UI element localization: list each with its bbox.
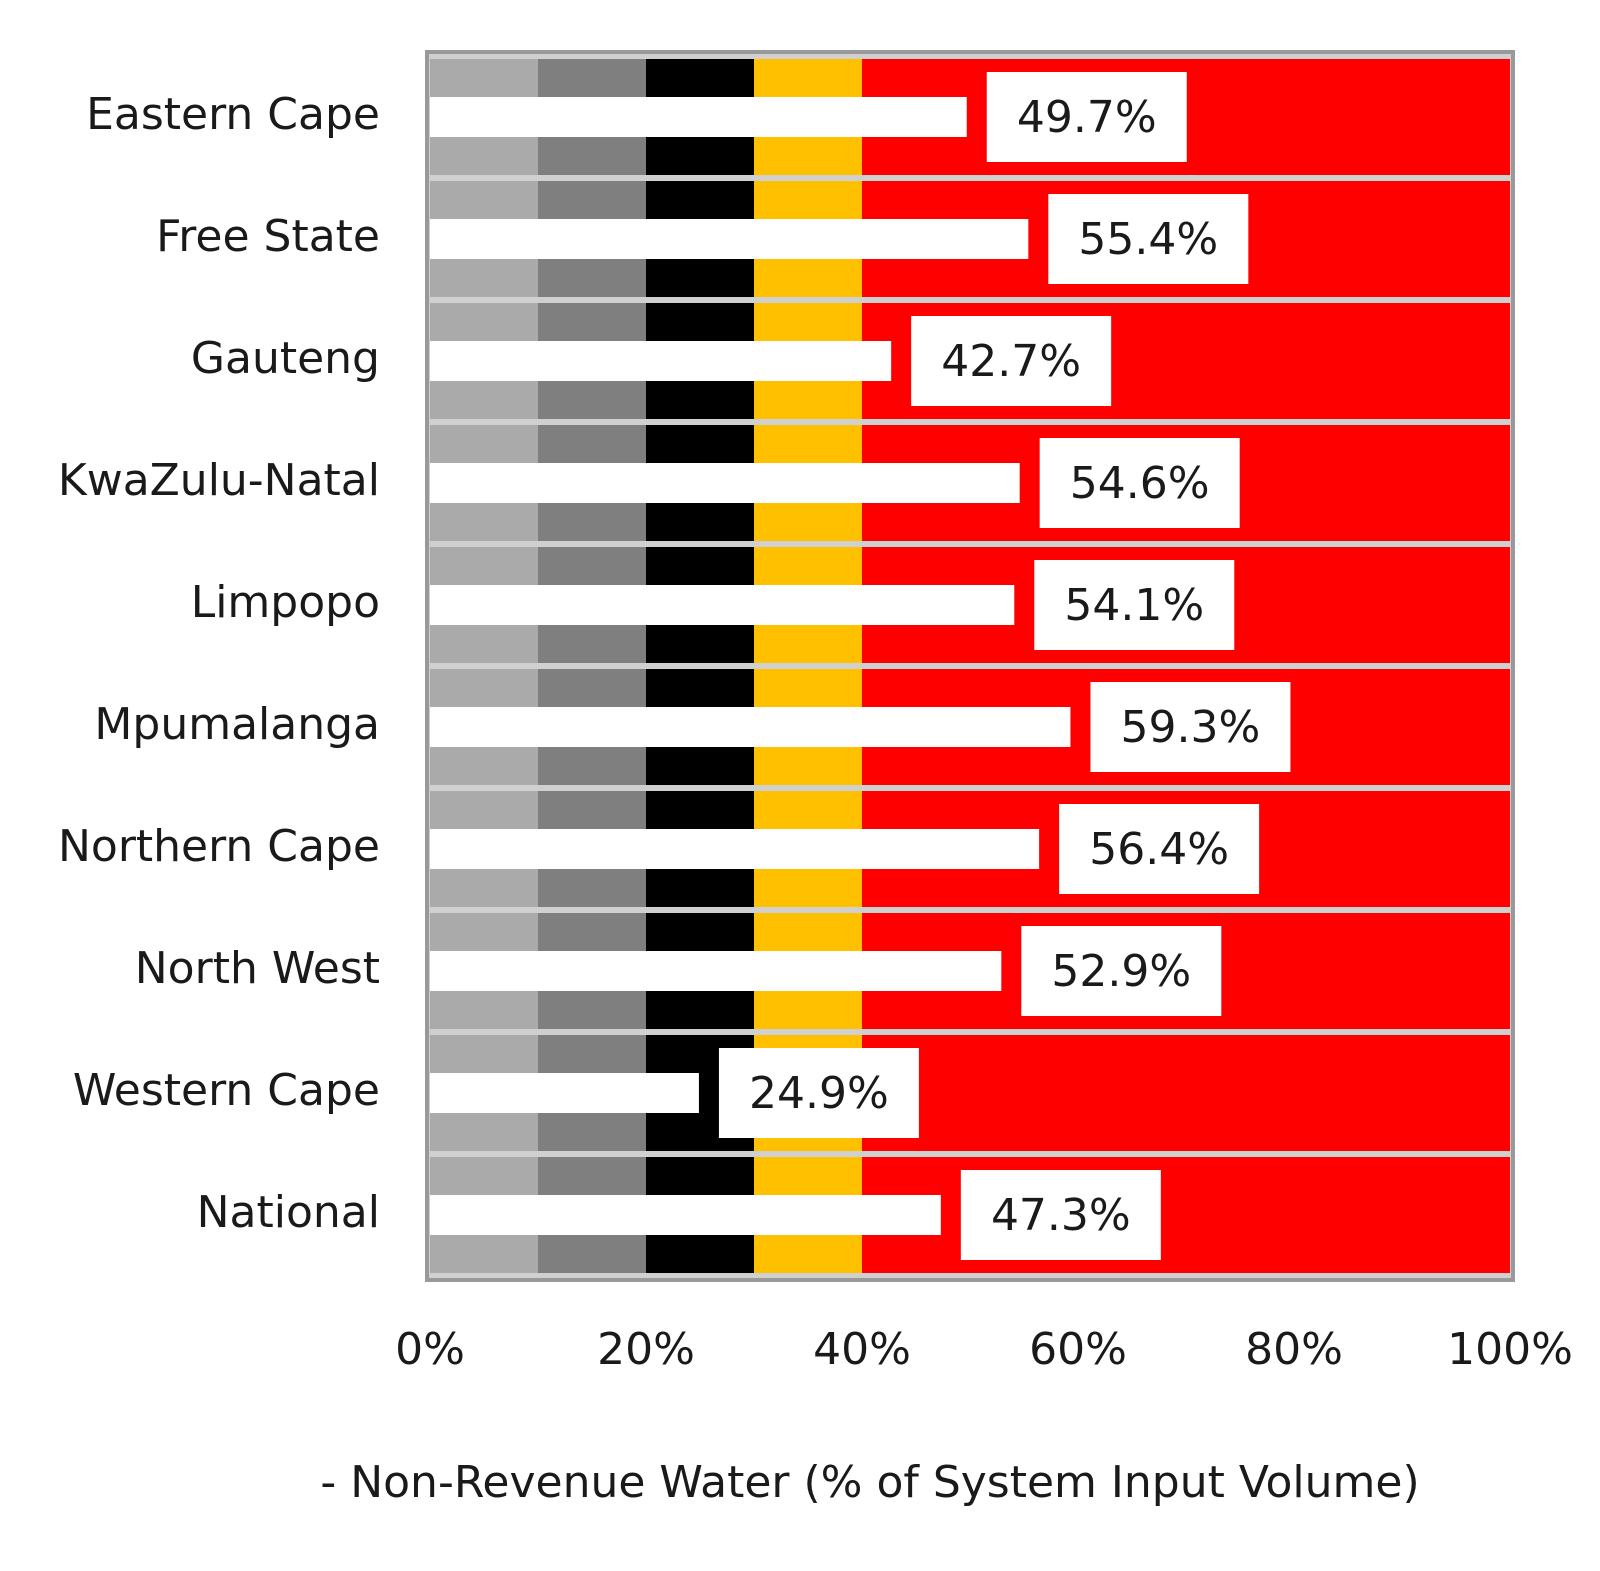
data-label-box	[718, 1048, 919, 1138]
data-label-box	[1059, 804, 1260, 894]
bar	[430, 97, 967, 137]
data-label: 49.7%	[1017, 92, 1157, 143]
bar	[430, 585, 1015, 625]
data-label-box	[1048, 194, 1249, 284]
data-label: 52.9%	[1051, 946, 1191, 997]
bar	[430, 463, 1020, 503]
data-label: 42.7%	[941, 336, 1081, 387]
data-label: 54.6%	[1070, 458, 1210, 509]
bar	[430, 1073, 699, 1113]
data-label-box	[1034, 560, 1235, 650]
data-label-box	[1021, 926, 1222, 1016]
data-label-box	[1090, 682, 1291, 772]
y-tick-label: Northern Cape	[58, 821, 380, 872]
threshold-band	[862, 1035, 1510, 1151]
data-label-box	[986, 72, 1187, 162]
y-tick-label: National	[197, 1187, 380, 1238]
y-tick-label: Free State	[156, 211, 380, 262]
x-tick-label: 100%	[1447, 1324, 1573, 1375]
data-label: 47.3%	[991, 1190, 1131, 1241]
y-tick-label: Mpumalanga	[94, 699, 380, 750]
y-tick-label: Gauteng	[191, 333, 380, 384]
bar	[430, 219, 1029, 259]
bar	[430, 341, 892, 381]
data-label-box	[960, 1170, 1161, 1260]
data-label: 55.4%	[1078, 214, 1218, 265]
threshold-band	[862, 1157, 1510, 1273]
x-tick-label: 0%	[395, 1324, 465, 1375]
data-label: 56.4%	[1089, 824, 1229, 875]
y-tick-label: KwaZulu-Natal	[58, 455, 380, 506]
x-axis-label: - Non-Revenue Water (% of System Input V…	[320, 1457, 1419, 1508]
x-tick-label: 80%	[1245, 1324, 1343, 1375]
x-tick-label: 40%	[813, 1324, 911, 1375]
data-label: 54.1%	[1064, 580, 1204, 631]
data-label: 24.9%	[749, 1068, 889, 1119]
data-label-box	[1039, 438, 1240, 528]
x-tick-label: 20%	[597, 1324, 695, 1375]
y-tick-label: North West	[135, 943, 380, 994]
bar	[430, 829, 1040, 869]
y-tick-label: Western Cape	[73, 1065, 380, 1116]
data-label-box	[911, 316, 1112, 406]
bar	[430, 1195, 941, 1235]
y-tick-label: Eastern Cape	[86, 89, 380, 140]
bar	[430, 707, 1071, 747]
x-tick-label: 60%	[1029, 1324, 1127, 1375]
bar	[430, 951, 1002, 991]
y-tick-label: Limpopo	[191, 577, 380, 628]
data-label: 59.3%	[1121, 702, 1261, 753]
